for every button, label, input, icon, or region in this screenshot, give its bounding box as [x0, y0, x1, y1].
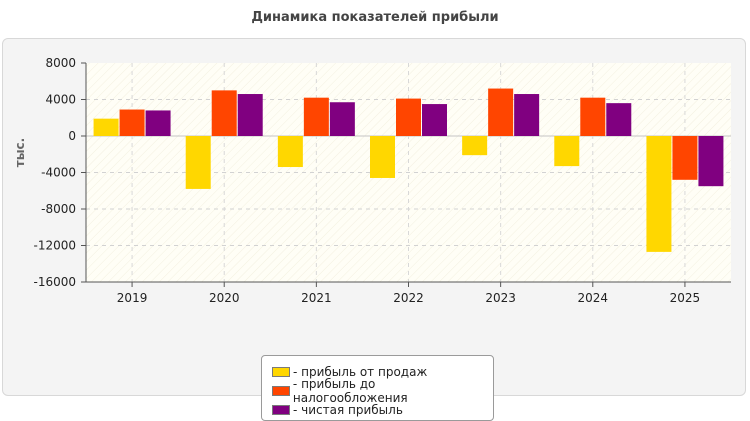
bar — [514, 94, 540, 136]
bar — [422, 104, 447, 136]
y-tick-label: 4000 — [45, 93, 76, 107]
bar — [698, 136, 724, 187]
legend-swatch-net-profit — [272, 404, 290, 415]
bar — [277, 136, 303, 168]
legend-swatch-sales-profit — [272, 366, 290, 377]
y-tick-label: -8000 — [41, 202, 76, 216]
bar — [488, 88, 514, 136]
bar — [185, 136, 211, 189]
legend-swatch-pretax-profit — [272, 385, 290, 396]
x-tick-label: 2020 — [209, 291, 240, 305]
legend-label-pretax-profit: - прибыль до налогообложения — [292, 376, 408, 405]
y-tick-label: 8000 — [45, 56, 76, 70]
bar — [672, 136, 698, 180]
legend-label-sales-profit: - прибыль от продаж — [293, 364, 428, 379]
legend-item-sales-profit: - прибыль от продаж — [272, 362, 493, 381]
y-tick-label: -16000 — [33, 275, 76, 289]
bar — [237, 94, 263, 136]
bar — [462, 136, 488, 156]
bar — [329, 102, 355, 136]
bar — [303, 97, 329, 136]
legend-label-net-profit: - чистая прибыль — [293, 402, 403, 417]
bar — [606, 103, 632, 136]
bar — [646, 136, 672, 252]
bar — [93, 118, 119, 136]
bar — [370, 136, 395, 178]
legend-item-pretax-profit: - прибыль до налогообложения — [272, 377, 493, 405]
bar — [396, 98, 421, 136]
chart-panel: 8000 4000 0 -4000 -8000 -12000 -16000 2019 2020 2… — [2, 38, 746, 421]
bar — [119, 109, 145, 136]
legend: - прибыль от продаж - прибыль до налогоо… — [261, 355, 494, 421]
x-tick-label: 2023 — [485, 291, 516, 305]
bar — [211, 90, 237, 136]
x-tick-label: 2019 — [117, 291, 148, 305]
x-tick-label: 2022 — [393, 291, 424, 305]
chart-plot: 8000 4000 0 -4000 -8000 -12000 -16000 2019 2020 2… — [13, 56, 731, 305]
y-tick-label: -4000 — [41, 166, 76, 180]
y-axis-label: тыс. — [13, 138, 27, 167]
x-tick-label: 2021 — [301, 291, 332, 305]
bar — [554, 136, 580, 167]
x-tick-label: 2024 — [578, 291, 609, 305]
chart-title: Динамика показателей прибыли — [251, 10, 499, 25]
y-tick-label: -12000 — [33, 239, 76, 253]
bar — [145, 110, 171, 136]
bar — [580, 97, 606, 136]
x-tick-label: 2025 — [670, 291, 701, 305]
y-tick-label: 0 — [68, 129, 76, 143]
